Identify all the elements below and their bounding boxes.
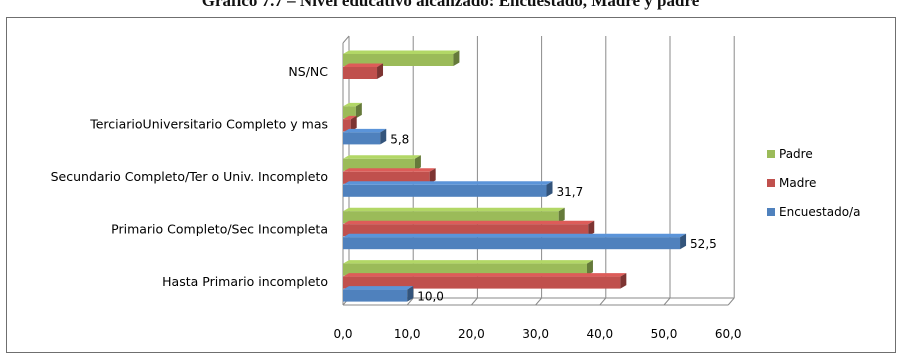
- bar-top-2-2: [343, 181, 553, 185]
- bar-top-4-2: [343, 286, 414, 290]
- floor-line-3: [535, 297, 542, 306]
- bar-end-3-0: [558, 207, 565, 224]
- bar-4-0: [343, 263, 587, 276]
- category-label-1: TerciarioUniversitario Completo y mas: [89, 117, 328, 132]
- bar-top-3-2: [343, 233, 687, 238]
- x-tick-label-4: 40,0: [586, 327, 613, 341]
- bar-top-4-0: [343, 260, 593, 264]
- bar-top-4-1: [343, 273, 627, 277]
- chart-frame: 0,0 10,0 20,0 30,0 40,0 50,0 60,0 NS/NC Terciari…: [6, 17, 896, 353]
- bar-2-2: [343, 184, 547, 197]
- bar-end-2-2: [546, 181, 553, 197]
- bar-end-1-2: [380, 128, 387, 145]
- bar-3-1: [343, 224, 589, 237]
- x-tick-label-3: 30,0: [522, 327, 549, 341]
- data-label-1: 5,8: [390, 132, 409, 146]
- legend-label-0: Padre: [779, 147, 813, 161]
- floor-line-5: [663, 297, 671, 306]
- legend-swatch-2: [767, 208, 775, 216]
- bar-end-2-1: [429, 168, 436, 184]
- x-tick-label-6: 60,0: [715, 327, 742, 341]
- category-label-0: NS/NC: [288, 64, 328, 79]
- category-label-2: Secundario Completo/Ter o Univ. Incomple…: [51, 169, 328, 184]
- data-label-4: 10,0: [417, 290, 444, 304]
- x-tick-label-2: 20,0: [458, 327, 485, 341]
- floor-line-4: [599, 297, 607, 306]
- bar-end-3-1: [588, 220, 595, 237]
- bar-1-0: [343, 106, 356, 119]
- category-label-3: Primario Completo/Sec Incompleta: [111, 221, 328, 236]
- bar-4-1: [343, 276, 621, 289]
- bar-top-0-0: [343, 50, 460, 54]
- legend-swatch-1: [767, 179, 775, 187]
- bar-top-1-0: [343, 102, 362, 107]
- bar-end-1-0: [355, 102, 362, 119]
- bar-top-3-0: [343, 207, 565, 212]
- bar-3-0: [343, 211, 559, 224]
- bar-top-0-1: [343, 63, 384, 67]
- legend-swatch-0: [767, 150, 775, 158]
- bar-top-2-0: [343, 155, 421, 159]
- bar-end-4-2: [407, 286, 414, 302]
- bar-0-1: [343, 67, 378, 79]
- bar-end-4-0: [586, 260, 593, 276]
- bar-end-0-0: [453, 50, 460, 66]
- legend-label-1: Madre: [779, 176, 816, 190]
- bar-top-2-1: [343, 168, 436, 172]
- data-label-2: 31,7: [557, 185, 584, 199]
- bar-1-2: [343, 132, 381, 145]
- legend-label-2: Encuestado/a: [779, 205, 860, 219]
- bar-2-0: [343, 158, 415, 171]
- bar-top-1-1: [343, 115, 357, 120]
- bar-2-1: [343, 171, 430, 184]
- bar-4-2: [343, 289, 408, 302]
- bar-3-2: [343, 237, 681, 250]
- bar-1-1: [343, 119, 351, 132]
- bar-end-2-0: [414, 155, 421, 171]
- bar-end-0-1: [377, 63, 384, 79]
- x-tick-label-5: 50,0: [651, 327, 678, 341]
- bar-end-1-1: [350, 115, 357, 132]
- x-tick-label-1: 10,0: [394, 327, 421, 341]
- bar-chart: 0,0 10,0 20,0 30,0 40,0 50,0 60,0 NS/NC Terciari…: [51, 35, 860, 341]
- page-title: Gráfico 7.7 – Nivel educativo alcanzado:…: [201, 0, 700, 10]
- bar-end-4-1: [620, 273, 627, 289]
- bar-top-3-1: [343, 220, 595, 225]
- floor-line-6: [727, 297, 735, 306]
- data-label-3: 52,5: [690, 237, 717, 251]
- x-tick-label-0: 0,0: [333, 327, 352, 341]
- wall-top-edge: [342, 35, 350, 44]
- floor-line-2: [471, 297, 478, 306]
- category-label-4: Hasta Primario incompleto: [162, 274, 328, 289]
- floor-line-1: [406, 297, 414, 306]
- bar-0-0: [343, 54, 454, 66]
- bar-top-1-2: [343, 128, 387, 133]
- bar-end-3-2: [680, 233, 687, 250]
